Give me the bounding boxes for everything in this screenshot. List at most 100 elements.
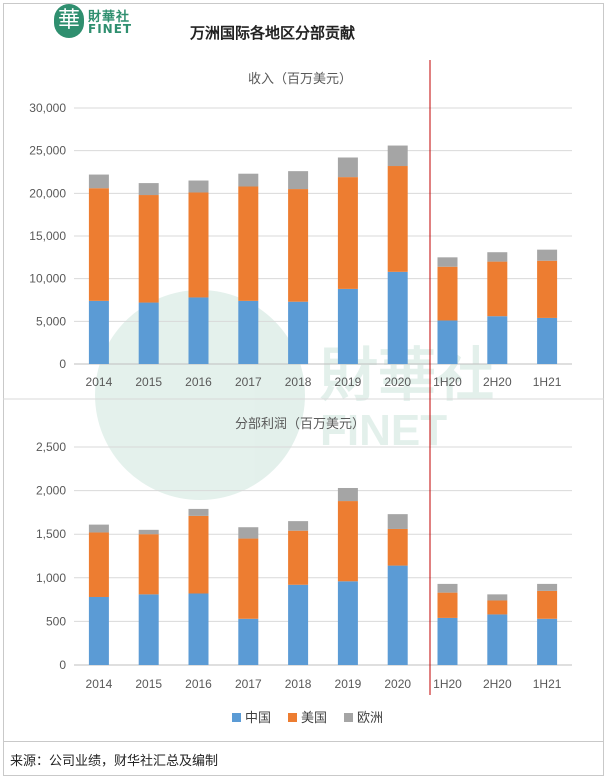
profit-y-tick-label: 500 (46, 614, 66, 628)
revenue-x-tick-label: 1H20 (433, 375, 462, 389)
profit-bar-segment (188, 508, 209, 516)
revenue-bar-segment (238, 173, 259, 187)
revenue-bar-segment (138, 302, 159, 364)
profit-chart: 分部利润（百万美元） 0 500 1,000 1,500 2,000 2,500 2014… (36, 417, 572, 691)
profit-bar-segment (337, 501, 358, 582)
legend-swatch (344, 713, 353, 722)
profit-x-tick-label: 2015 (135, 677, 162, 691)
revenue-y-tick-label: 15,000 (29, 229, 66, 243)
page-title: 万洲国际各地区分部贡献 (190, 24, 356, 42)
revenue-bar-segment (437, 266, 458, 321)
revenue-bar-segment (88, 174, 109, 189)
profit-bar-segment (387, 514, 408, 529)
revenue-y-tick-label: 25,000 (29, 144, 66, 158)
revenue-bar-segment (138, 195, 159, 303)
revenue-bar-segment (337, 157, 358, 178)
profit-bar-segment (337, 487, 358, 502)
profit-bar-segment (288, 584, 309, 665)
revenue-bar-segment (437, 320, 458, 364)
revenue-x-tick-label: 2015 (135, 375, 162, 389)
profit-bar-segment (188, 515, 209, 594)
profit-bar-segment (138, 534, 159, 595)
revenue-bar-segment (88, 300, 109, 364)
revenue-bar-segment (188, 192, 209, 298)
profit-bar-segment (88, 524, 109, 533)
profit-x-tick-label: 2017 (235, 677, 262, 691)
profit-x-tick-label: 2H20 (483, 677, 512, 691)
revenue-bar-segment (487, 316, 508, 364)
profit-y-axis: 0 500 1,000 1,500 2,000 2,500 (36, 440, 66, 672)
profit-bar-segment (487, 600, 508, 615)
revenue-bar-segment (537, 249, 558, 261)
profit-x-tick-label: 1H20 (433, 677, 462, 691)
profit-bar-segment (387, 528, 408, 566)
profit-bar-segment (337, 581, 358, 665)
chart-legend: 中国 美国 欧洲 (232, 711, 383, 726)
revenue-bar-segment (387, 166, 408, 272)
revenue-x-tick-label: 1H21 (533, 375, 562, 389)
source-note: 来源：公司业绩，财华社汇总及编制 (10, 754, 219, 769)
profit-bar-segment (288, 530, 309, 585)
revenue-bar-segment (88, 188, 109, 301)
revenue-bar-segment (288, 171, 309, 190)
revenue-y-tick-label: 0 (59, 357, 66, 371)
profit-bar-segment (537, 618, 558, 665)
revenue-chart-title: 收入（百万美元） (248, 72, 352, 87)
profit-bar-segment (537, 583, 558, 591)
revenue-x-axis: 2014 2015 2016 2017 2018 2019 2020 1H20 2H20 1H21 (86, 375, 562, 389)
profit-x-tick-label: 1H21 (533, 677, 562, 691)
revenue-bar-segment (188, 297, 209, 364)
profit-bar-segment (88, 532, 109, 597)
revenue-bar-segment (337, 177, 358, 289)
profit-bars (88, 487, 558, 665)
revenue-bar-segment (238, 300, 259, 364)
profit-bar-segment (188, 593, 209, 665)
profit-bar-segment (487, 594, 508, 601)
profit-bar-segment (238, 618, 259, 665)
logo-chinese-text: 財華社 (88, 10, 131, 25)
revenue-bar-segment (487, 261, 508, 317)
revenue-x-tick-label: 2014 (86, 375, 113, 389)
revenue-x-tick-label: 2019 (335, 375, 362, 389)
revenue-y-tick-label: 20,000 (29, 186, 66, 200)
revenue-bar-segment (238, 186, 259, 301)
profit-bar-segment (238, 538, 259, 619)
revenue-x-tick-label: 2018 (285, 375, 312, 389)
revenue-bar-segment (188, 180, 209, 193)
revenue-bar-segment (387, 271, 408, 364)
revenue-bar-segment (537, 260, 558, 318)
legend-label: 中国 (245, 711, 271, 726)
profit-x-tick-label: 2016 (185, 677, 212, 691)
legend-label: 美国 (301, 711, 327, 726)
profit-x-tick-label: 2020 (384, 677, 411, 691)
revenue-y-tick-label: 5,000 (36, 314, 66, 328)
profit-x-axis: 2014 2015 2016 2017 2018 2019 2020 1H20 2H20 1H21 (86, 677, 562, 691)
profit-x-tick-label: 2018 (285, 677, 312, 691)
revenue-bar-segment (288, 189, 309, 302)
logo-mark: 華 (54, 4, 84, 38)
footer-divider (3, 741, 604, 742)
profit-y-tick-label: 2,000 (36, 484, 66, 498)
profit-bar-segment (288, 521, 309, 531)
profit-y-tick-label: 1,000 (36, 571, 66, 585)
profit-bar-segment (437, 592, 458, 618)
revenue-chart: 收入（百万美元） 0 5,000 10,000 15,000 20,000 25,000 3… (29, 72, 572, 389)
profit-y-tick-label: 2,500 (36, 440, 66, 454)
profit-bar-segment (437, 583, 458, 593)
revenue-bar-segment (537, 317, 558, 364)
revenue-y-axis: 0 5,000 10,000 15,000 20,000 25,000 30,000 (29, 101, 66, 371)
revenue-x-tick-label: 2020 (384, 375, 411, 389)
revenue-bar-segment (487, 252, 508, 262)
profit-bar-segment (88, 596, 109, 665)
revenue-bar-segment (437, 257, 458, 267)
legend-label: 欧洲 (357, 711, 383, 726)
profit-y-tick-label: 1,500 (36, 527, 66, 541)
legend-swatch (232, 713, 241, 722)
profit-bar-segment (138, 529, 159, 535)
profit-bar-segment (387, 565, 408, 665)
finet-logo: 華 財華社 FINET (54, 4, 154, 44)
revenue-bar-segment (288, 301, 309, 364)
profit-x-tick-label: 2014 (86, 677, 113, 691)
legend-swatch (288, 713, 297, 722)
